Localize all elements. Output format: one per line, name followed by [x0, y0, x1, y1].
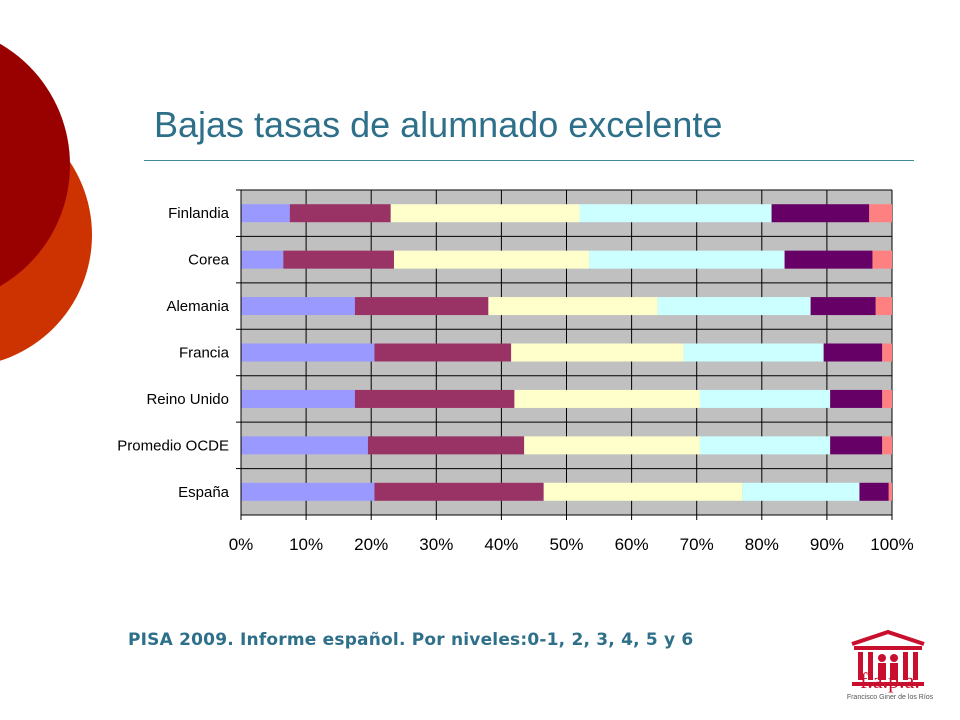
- building-people-icon: [851, 629, 925, 686]
- bar-segment: [488, 297, 658, 316]
- source-caption: PISA 2009. Informe español. Por niveles:…: [128, 630, 694, 650]
- bar-segment: [872, 250, 892, 269]
- bar-segment: [543, 482, 743, 501]
- bar-segment: [524, 436, 700, 455]
- category-label: Francia: [179, 345, 230, 362]
- category-label: Reino Unido: [146, 391, 229, 408]
- x-tick-label: 30%: [419, 535, 453, 554]
- x-tick-label: 40%: [484, 535, 518, 554]
- bar-segment: [882, 343, 892, 362]
- bar-segment: [374, 482, 544, 501]
- bar-segment: [771, 204, 870, 223]
- category-label: Alemania: [166, 298, 229, 315]
- bar-segment: [241, 343, 375, 362]
- x-tick-label: 50%: [549, 535, 583, 554]
- bar-segment: [289, 204, 391, 223]
- bar-segment: [283, 250, 394, 269]
- bar-segment: [241, 436, 368, 455]
- bar-segment: [354, 389, 515, 408]
- category-label: Corea: [188, 252, 230, 269]
- bar-segment: [784, 250, 873, 269]
- bar-segment: [514, 389, 700, 408]
- bar-segment: [888, 482, 892, 501]
- bar-segment: [859, 482, 889, 501]
- x-tick-label: 80%: [745, 535, 779, 554]
- bar-segment: [699, 436, 831, 455]
- bar-segment: [875, 297, 892, 316]
- bar-segment: [367, 436, 525, 455]
- bar-segment: [830, 436, 883, 455]
- bar-segment: [241, 297, 355, 316]
- bar-segment: [882, 436, 892, 455]
- bar-segment: [390, 204, 580, 223]
- bar-segment: [830, 389, 883, 408]
- bar-segment: [882, 389, 892, 408]
- x-tick-label: 20%: [354, 535, 388, 554]
- bar-segment: [511, 343, 684, 362]
- bar-segment: [354, 297, 489, 316]
- title-divider: [144, 160, 914, 161]
- bar-segment: [869, 204, 892, 223]
- x-tick-label: 70%: [680, 535, 714, 554]
- bar-segment: [393, 250, 590, 269]
- bar-segment: [657, 297, 811, 316]
- x-tick-label: 10%: [289, 535, 323, 554]
- dark-red-circle: [0, 43, 70, 287]
- category-label: Promedio OCDE: [117, 437, 229, 454]
- category-label: Finlandia: [168, 205, 230, 222]
- bar-segment: [241, 204, 290, 223]
- bar-segment: [241, 482, 375, 501]
- x-tick-label: 60%: [615, 535, 649, 554]
- bar-segment: [579, 204, 772, 223]
- category-label: España: [178, 484, 230, 501]
- page-title: Bajas tasas de alumnado excelente: [154, 104, 723, 145]
- bar-segment: [241, 389, 355, 408]
- x-tick-label: 0%: [229, 535, 254, 554]
- logo-wordmark: f.a.p.a.: [860, 668, 920, 693]
- bar-segment: [241, 250, 284, 269]
- bar-segment: [742, 482, 860, 501]
- x-tick-label: 100%: [870, 535, 913, 554]
- stacked-bar-chart: Finlandia Corea Alemania Francia Reino Unido…: [117, 189, 914, 554]
- bar-segment: [374, 343, 512, 362]
- bar-segment: [810, 297, 876, 316]
- bar-segment: [683, 343, 824, 362]
- logo-subtitle: Francisco Giner de los Ríos: [846, 694, 934, 701]
- decorative-circles: [0, 43, 92, 361]
- bar-segment: [823, 343, 883, 362]
- x-tick-label: 90%: [810, 535, 844, 554]
- bar-segment: [589, 250, 785, 269]
- bar-segment: [699, 389, 831, 408]
